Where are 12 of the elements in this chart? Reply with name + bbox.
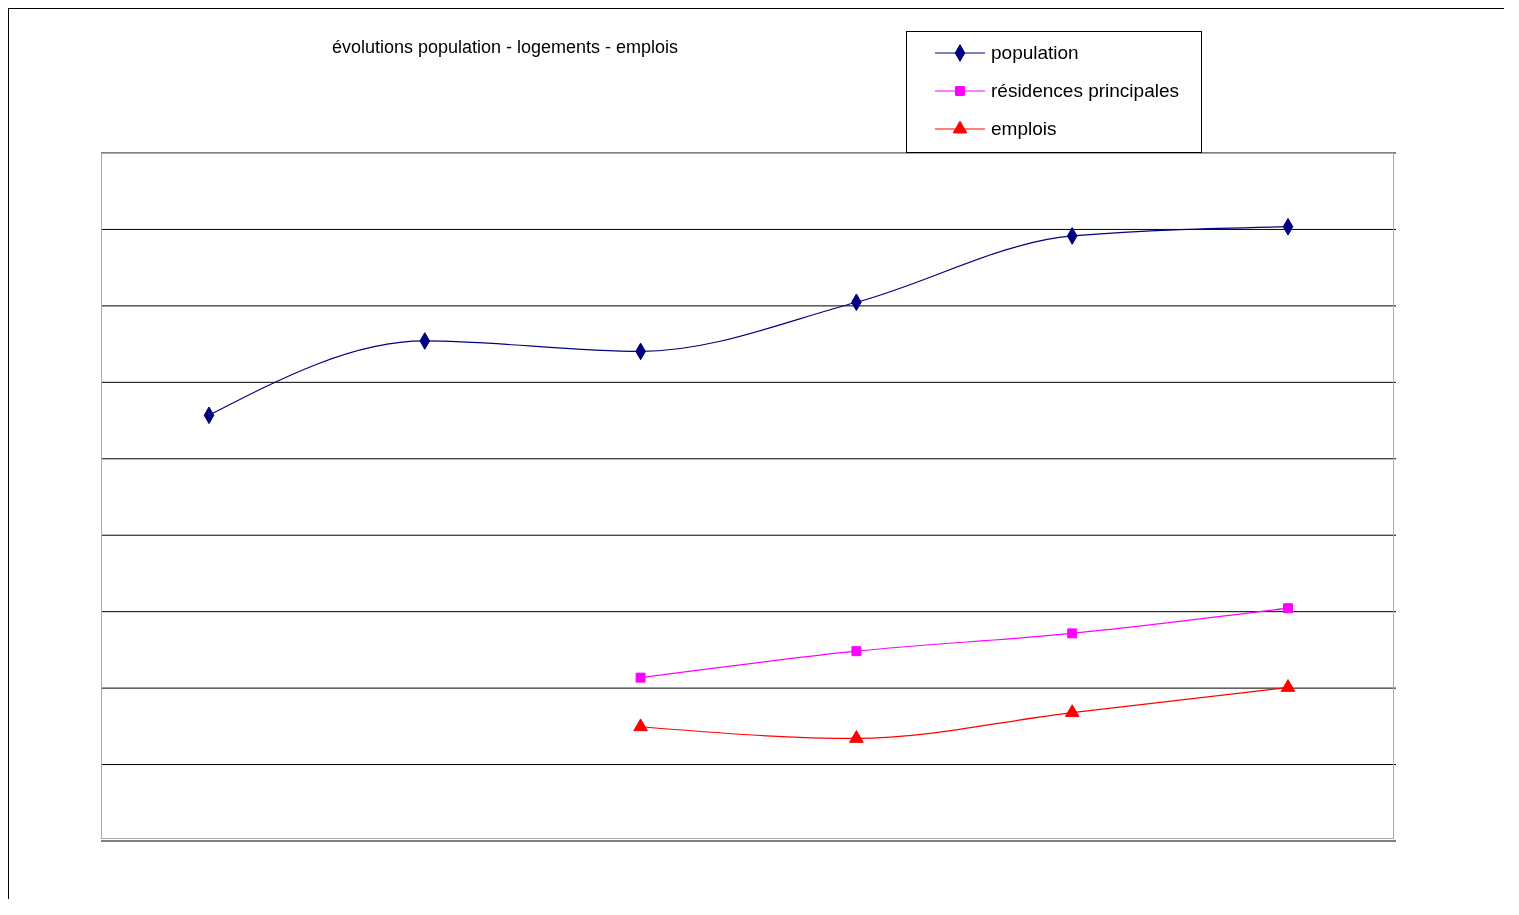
point: [849, 730, 864, 743]
point: [1064, 704, 1080, 718]
chart-title: évolutions population - logements - emplois: [330, 37, 680, 58]
legend-label: résidences principales: [991, 80, 1179, 102]
point: [1280, 679, 1296, 692]
legend-label: population: [991, 42, 1079, 64]
point: [1283, 603, 1293, 614]
point: [1067, 628, 1078, 639]
legend-label: emplois: [991, 118, 1057, 140]
point: [633, 718, 648, 732]
point: [851, 646, 862, 657]
point: [635, 672, 646, 683]
